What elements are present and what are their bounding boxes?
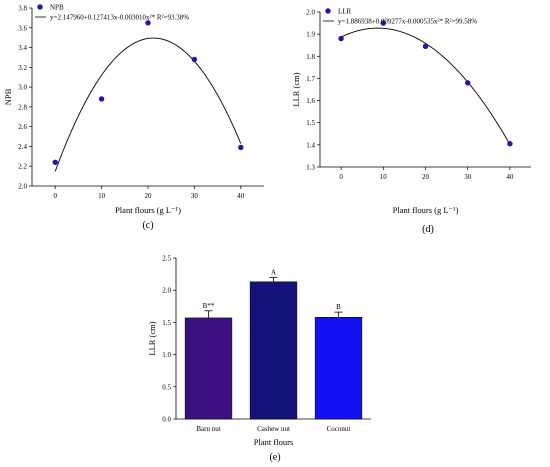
y-tick-label: 3.8 (18, 5, 27, 13)
y-tick-label: 2.0 (306, 9, 315, 17)
y-tick-label: 1.0 (162, 351, 171, 359)
y-tick-label: 3.6 (18, 24, 27, 32)
y-tick-label: 3.4 (18, 44, 27, 52)
x-tick-label: 10 (98, 192, 106, 200)
data-point (145, 20, 151, 26)
data-point (191, 56, 198, 63)
legend-marker (325, 8, 331, 14)
significance-letter: A (271, 268, 276, 276)
legend-series-label: NPB (50, 4, 64, 12)
x-tick-label: 0 (53, 192, 57, 200)
y-tick-label: 0.0 (162, 416, 171, 424)
chart-panel-d: 1.3 1.4 1.5 1.6 1.7 1.8 1.9 2.0 0 10 20 30 40 LLR y=1.… (291, 8, 531, 235)
y-tick-label: 1.3 (306, 164, 315, 172)
data-point (338, 35, 344, 42)
bar (249, 281, 298, 420)
y-tick-label: 1.5 (162, 319, 171, 327)
x-tick-label: 20 (145, 192, 153, 200)
y-tick-label: 1.4 (306, 141, 315, 149)
y-tick-label: 1.9 (306, 31, 315, 39)
data-point (98, 96, 105, 102)
data-point (380, 20, 386, 26)
y-tick-label: 0.5 (162, 383, 171, 391)
x-tick-label: Baru nut (196, 425, 220, 433)
data-point (507, 141, 513, 147)
bar (314, 316, 363, 420)
legend-series-label: LLR (338, 8, 352, 16)
y-axis-label: LLR (cm) (147, 321, 157, 355)
x-tick-label: Cashew nut (257, 425, 290, 433)
x-tick-label: 40 (237, 192, 245, 200)
legend-marker (37, 4, 43, 10)
chart-panel-c: 2.0 2.2 2.4 2.6 2.8 3.0 3.2 3.4 3.6 3.8 0 10 20 30 40 N… (3, 4, 264, 231)
data-point (465, 80, 471, 86)
x-tick-label: 20 (422, 173, 430, 181)
y-tick-label: 2.2 (18, 163, 27, 171)
x-tick-label: 0 (339, 173, 343, 181)
data-point (52, 159, 58, 165)
fit-curve (340, 27, 511, 145)
x-axis-label: Plant flours (g L⁻¹) (393, 205, 459, 215)
legend-fit-equation: y=2.147960+0.127413x-0.003010x²* R²=93.3… (50, 14, 189, 22)
x-tick-label: 30 (464, 173, 472, 181)
data-point (238, 144, 244, 151)
y-tick-label: 3.2 (18, 64, 27, 72)
x-axis-label: Plant flours (g L⁻¹) (115, 205, 181, 215)
y-tick-label: 1.8 (306, 53, 315, 61)
significance-letter: B (336, 303, 341, 311)
x-tick-label: Coconut (327, 425, 351, 433)
y-tick-label: 2.0 (162, 287, 171, 295)
y-tick-label: 2.8 (18, 103, 27, 111)
x-tick-label: 10 (380, 173, 388, 181)
y-tick-label: 2.5 (162, 255, 171, 263)
chart-panel-e: 0.0 0.5 1.0 1.5 2.0 2.5 B** Baru nut A Cashew nut… (147, 255, 371, 463)
y-tick-label: 3.0 (18, 84, 27, 92)
y-tick-label: 2.4 (18, 143, 27, 151)
fit-curve (54, 37, 242, 172)
y-tick-label: 2.0 (18, 183, 27, 191)
x-tick-label: 40 (506, 173, 514, 181)
panel-label: (e) (269, 452, 280, 463)
bar (184, 317, 233, 420)
y-tick-label: 1.5 (306, 119, 315, 127)
data-point (422, 43, 429, 50)
y-axis-label: NPB (3, 88, 13, 105)
legend-fit-equation: y=1.886938+0.009277x-0.000535x²* R²=99.5… (338, 18, 477, 26)
significance-letter: B** (203, 302, 215, 310)
y-tick-label: 2.6 (18, 123, 27, 131)
x-tick-label: 30 (191, 192, 199, 200)
panel-label: (c) (142, 220, 153, 231)
x-axis-label: Plant flours (254, 437, 293, 447)
y-axis-label: LLR (cm) (291, 72, 301, 106)
y-tick-label: 1.7 (306, 75, 315, 83)
panel-label: (d) (422, 224, 434, 235)
y-tick-label: 1.6 (306, 97, 315, 105)
